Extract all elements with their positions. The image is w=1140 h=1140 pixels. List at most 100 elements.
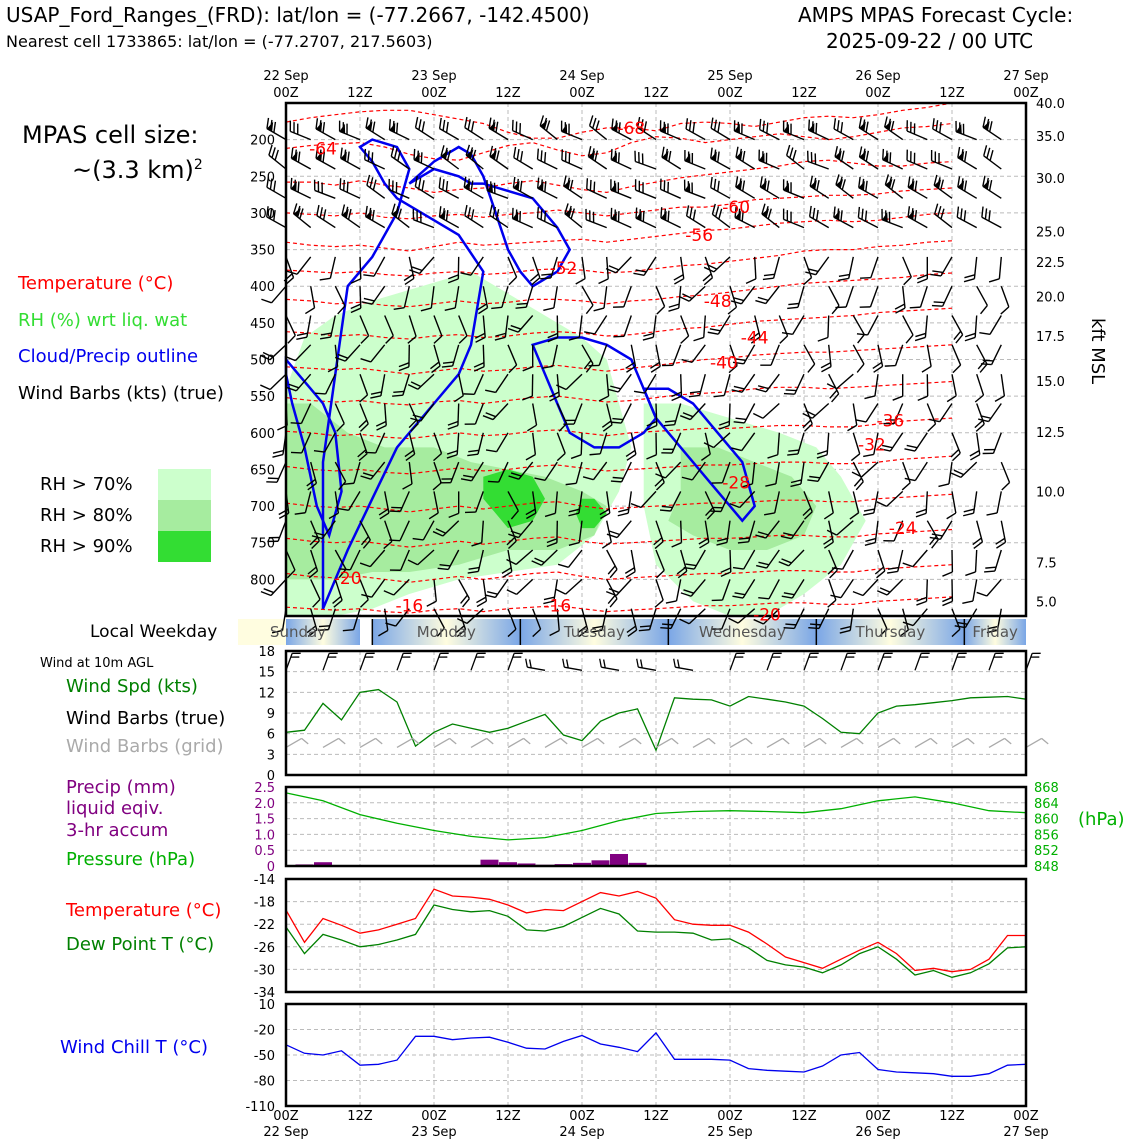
wind-barb (521, 374, 534, 401)
wind-barb (951, 344, 962, 374)
wind-barb (902, 315, 914, 344)
wind-barb-feather (285, 386, 297, 392)
wind-barb (485, 432, 509, 453)
wind-barb-feather (916, 600, 927, 606)
wind-barb-feather (547, 332, 558, 339)
wind-barb-feather (858, 176, 861, 188)
rh-legend-90: RH > 90% (40, 536, 133, 557)
wind-panel-tick-label: 18 (258, 645, 275, 660)
wind-barb (745, 256, 757, 285)
wind-barb-feather (488, 117, 492, 129)
surface-barb-feather (995, 652, 1004, 655)
wind-barb-feather (840, 210, 843, 222)
wind-barb (610, 461, 632, 483)
temperature-contour-11 (285, 455, 953, 475)
wind-barb (563, 175, 583, 199)
wind-barb-pennant (684, 153, 691, 164)
wind-barb (994, 374, 1006, 402)
wind-barb-feather (290, 147, 294, 159)
wind-barb-feather (487, 591, 498, 595)
temperature-contour-label: -16 (543, 597, 571, 617)
wind-barb-feather (266, 206, 269, 218)
wind-barb-feather (568, 508, 580, 513)
wind-barb-feather (671, 542, 682, 548)
wind-barb-staff (393, 578, 410, 596)
wind-barb-feather (474, 332, 486, 339)
wind-barb (292, 203, 312, 229)
wind-barb-feather (625, 361, 636, 369)
wind-barb-feather (865, 180, 868, 192)
wind-barb-feather (882, 148, 885, 160)
wind-barb-feather (829, 569, 838, 579)
wind-barb-feather (510, 530, 522, 536)
wind-barb-feather (447, 420, 459, 426)
wind-barb-pennant (316, 151, 323, 162)
wind-barb-staff (836, 520, 854, 536)
wind-barb (589, 432, 608, 456)
surface-barb-feather (475, 656, 485, 658)
wind-barb (731, 373, 756, 393)
wind-barb-feather (477, 303, 488, 311)
wind-barb-feather (962, 123, 965, 135)
wind-barb-feather (972, 537, 982, 546)
surface-wind-barb-true (507, 652, 523, 671)
wind-barb-feather (444, 307, 456, 311)
wind-barb-feather (398, 362, 410, 368)
wind-barb (852, 461, 864, 491)
wind-barb (588, 344, 608, 367)
wind-barb-feather (802, 412, 813, 419)
wind-barb-feather (560, 120, 563, 132)
surface-wind-barb-true (599, 658, 620, 671)
wind-barb (489, 204, 509, 229)
wind-barb-feather (389, 569, 401, 571)
temp-panel-frame (284, 877, 1028, 994)
wind-barb (730, 285, 756, 305)
wind-barb-feather (830, 594, 842, 599)
wind-barb-staff (948, 462, 953, 484)
wind-barb-feather (931, 539, 939, 549)
weekday-label: Monday (417, 623, 476, 641)
surface-barb-feather (290, 656, 300, 658)
wind-barb-feather (995, 537, 1006, 545)
wind-barb-feather (392, 180, 394, 192)
wind-barb-staff (986, 578, 1002, 597)
surface-barb-staff (470, 737, 487, 748)
wind-barb-feather (803, 423, 813, 432)
wind-barb-feather (347, 208, 352, 220)
wind-barb (433, 608, 445, 637)
wind-barb-feather (259, 354, 271, 361)
wind-barb-feather (332, 595, 342, 604)
wind-barb-feather (816, 179, 820, 191)
wind-barb-feather (638, 152, 640, 163)
wind-barb (539, 115, 558, 141)
wind-barb-feather (734, 592, 746, 596)
wind-barb-feather (742, 180, 746, 192)
surface-wind-barb-grid (766, 737, 790, 748)
wind-barb (876, 490, 904, 508)
wind-barb-staff (623, 285, 632, 308)
wind-barb-feather (653, 537, 663, 546)
wind-barb-staff (852, 315, 865, 335)
wind-barb-feather (702, 273, 712, 282)
wind-barb-feather (442, 119, 446, 131)
wind-barb (433, 315, 443, 344)
wind-barb-feather (680, 335, 690, 344)
wind-barb-staff (384, 608, 389, 631)
wind-barb (532, 608, 542, 638)
wind-barb-staff (580, 432, 583, 455)
wind-barb-feather (780, 535, 792, 540)
wind-barb (267, 520, 287, 543)
bottom-hour-label: 00Z (569, 1109, 595, 1124)
wind-barb-feather (963, 278, 975, 283)
wind-barb-feather (933, 203, 939, 215)
surface-wind-barb-grid (951, 737, 975, 748)
wind-barb-feather (313, 449, 325, 453)
wind-barb-feather (456, 629, 466, 638)
surface-wind-barb-grid (433, 737, 457, 748)
surface-barb-feather (486, 737, 494, 745)
wind-barb-feather (570, 208, 575, 219)
windchill-panel-tick-label: -80 (254, 1075, 275, 1090)
wind-barb-staff (902, 315, 914, 336)
wind-barb (864, 374, 879, 400)
wind-barb-feather (738, 537, 750, 540)
